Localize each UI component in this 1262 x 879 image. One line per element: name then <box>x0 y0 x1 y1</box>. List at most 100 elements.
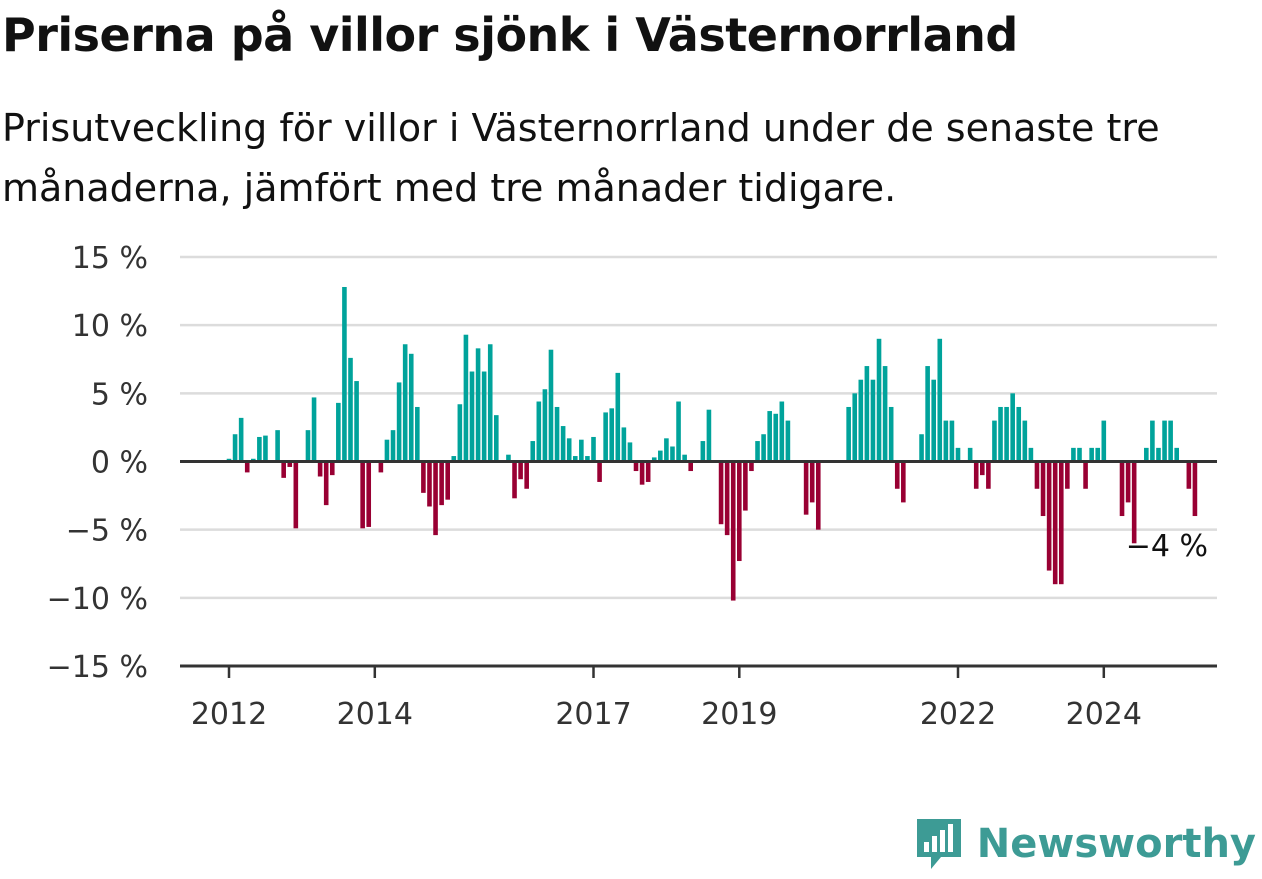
y-tick-label: 0 % <box>91 446 148 481</box>
bar <box>287 461 293 467</box>
bar <box>761 434 766 462</box>
bar <box>1004 406 1009 462</box>
bar <box>585 456 590 462</box>
bar <box>263 435 268 462</box>
bars <box>226 286 1198 601</box>
bar <box>1052 461 1058 585</box>
bar <box>1162 420 1167 462</box>
bar <box>257 436 262 462</box>
bar <box>244 461 250 473</box>
bar <box>931 379 936 462</box>
bar <box>475 348 481 462</box>
bar <box>1065 461 1070 489</box>
bar <box>1071 447 1076 462</box>
bar <box>445 461 450 500</box>
bar <box>937 338 943 462</box>
bar <box>469 371 475 462</box>
bar <box>1131 461 1137 544</box>
bar <box>633 461 639 472</box>
x-tick-label: 2017 <box>555 697 631 732</box>
bar <box>323 461 329 506</box>
bar <box>980 461 985 476</box>
bar <box>737 461 742 562</box>
newsworthy-logo-icon <box>916 819 961 869</box>
bar <box>1016 406 1022 462</box>
bar <box>609 408 615 462</box>
bar <box>803 461 809 515</box>
bar <box>749 461 754 472</box>
bar <box>992 420 997 462</box>
y-tick-label: 5 % <box>91 377 148 412</box>
bar <box>743 461 748 511</box>
bar <box>275 430 280 462</box>
bar <box>706 409 712 462</box>
bar <box>949 420 955 462</box>
bar <box>858 379 864 462</box>
y-tick-label: −15 % <box>47 650 148 685</box>
bar <box>494 415 499 462</box>
x-tick-label: 2012 <box>191 697 267 732</box>
bar <box>651 457 657 462</box>
bar <box>615 372 621 462</box>
bar <box>901 461 906 503</box>
bar <box>281 461 286 478</box>
x-tick-label: 2024 <box>1066 697 1142 732</box>
bar <box>815 461 821 530</box>
bar <box>591 436 596 462</box>
bar <box>1010 393 1015 462</box>
bar <box>1083 461 1088 489</box>
bar <box>1156 447 1161 462</box>
x-tick-label: 2022 <box>920 697 996 732</box>
chart-title: Priserna på villor sjönk i Västernorrlan… <box>2 8 1018 62</box>
bar <box>354 381 359 462</box>
bar <box>463 334 469 462</box>
bar <box>724 461 730 536</box>
bar <box>773 413 779 462</box>
bar <box>293 461 299 529</box>
bar <box>639 461 645 485</box>
latest-value-label: −4 % <box>1126 529 1208 564</box>
bar <box>621 427 627 462</box>
bar <box>785 420 791 462</box>
bar <box>1144 447 1149 462</box>
bar <box>864 366 870 462</box>
bar <box>894 461 900 489</box>
bar <box>1168 420 1173 462</box>
axes <box>180 460 1217 678</box>
bar <box>967 447 973 462</box>
bar <box>506 454 511 462</box>
bar <box>919 434 924 462</box>
bar <box>329 461 335 476</box>
bar <box>700 441 706 462</box>
gridlines <box>180 255 1217 600</box>
bar <box>457 404 463 462</box>
bar <box>524 461 529 489</box>
y-tick-label: −5 % <box>66 514 148 549</box>
bar <box>402 344 408 462</box>
bar <box>305 430 311 462</box>
bar <box>645 461 651 482</box>
x-tick-label: 2019 <box>701 697 777 732</box>
bar <box>1077 447 1082 462</box>
bar <box>664 438 669 462</box>
bar <box>481 371 487 462</box>
bar <box>676 401 681 462</box>
bar <box>548 349 554 462</box>
bar <box>603 412 608 462</box>
bar <box>1089 447 1094 462</box>
brand-name: Newsworthy <box>976 821 1256 867</box>
bar <box>530 441 536 462</box>
bar <box>512 461 517 499</box>
bar <box>487 344 493 462</box>
bar <box>755 441 760 462</box>
bar <box>597 461 602 482</box>
bar <box>433 461 438 536</box>
y-tick-label: 15 % <box>72 241 148 276</box>
bar <box>846 406 851 462</box>
bar <box>1028 447 1034 462</box>
bar <box>882 366 888 462</box>
bar <box>767 411 772 462</box>
bar <box>1022 420 1028 462</box>
bar <box>682 454 687 462</box>
bar <box>1034 461 1040 489</box>
